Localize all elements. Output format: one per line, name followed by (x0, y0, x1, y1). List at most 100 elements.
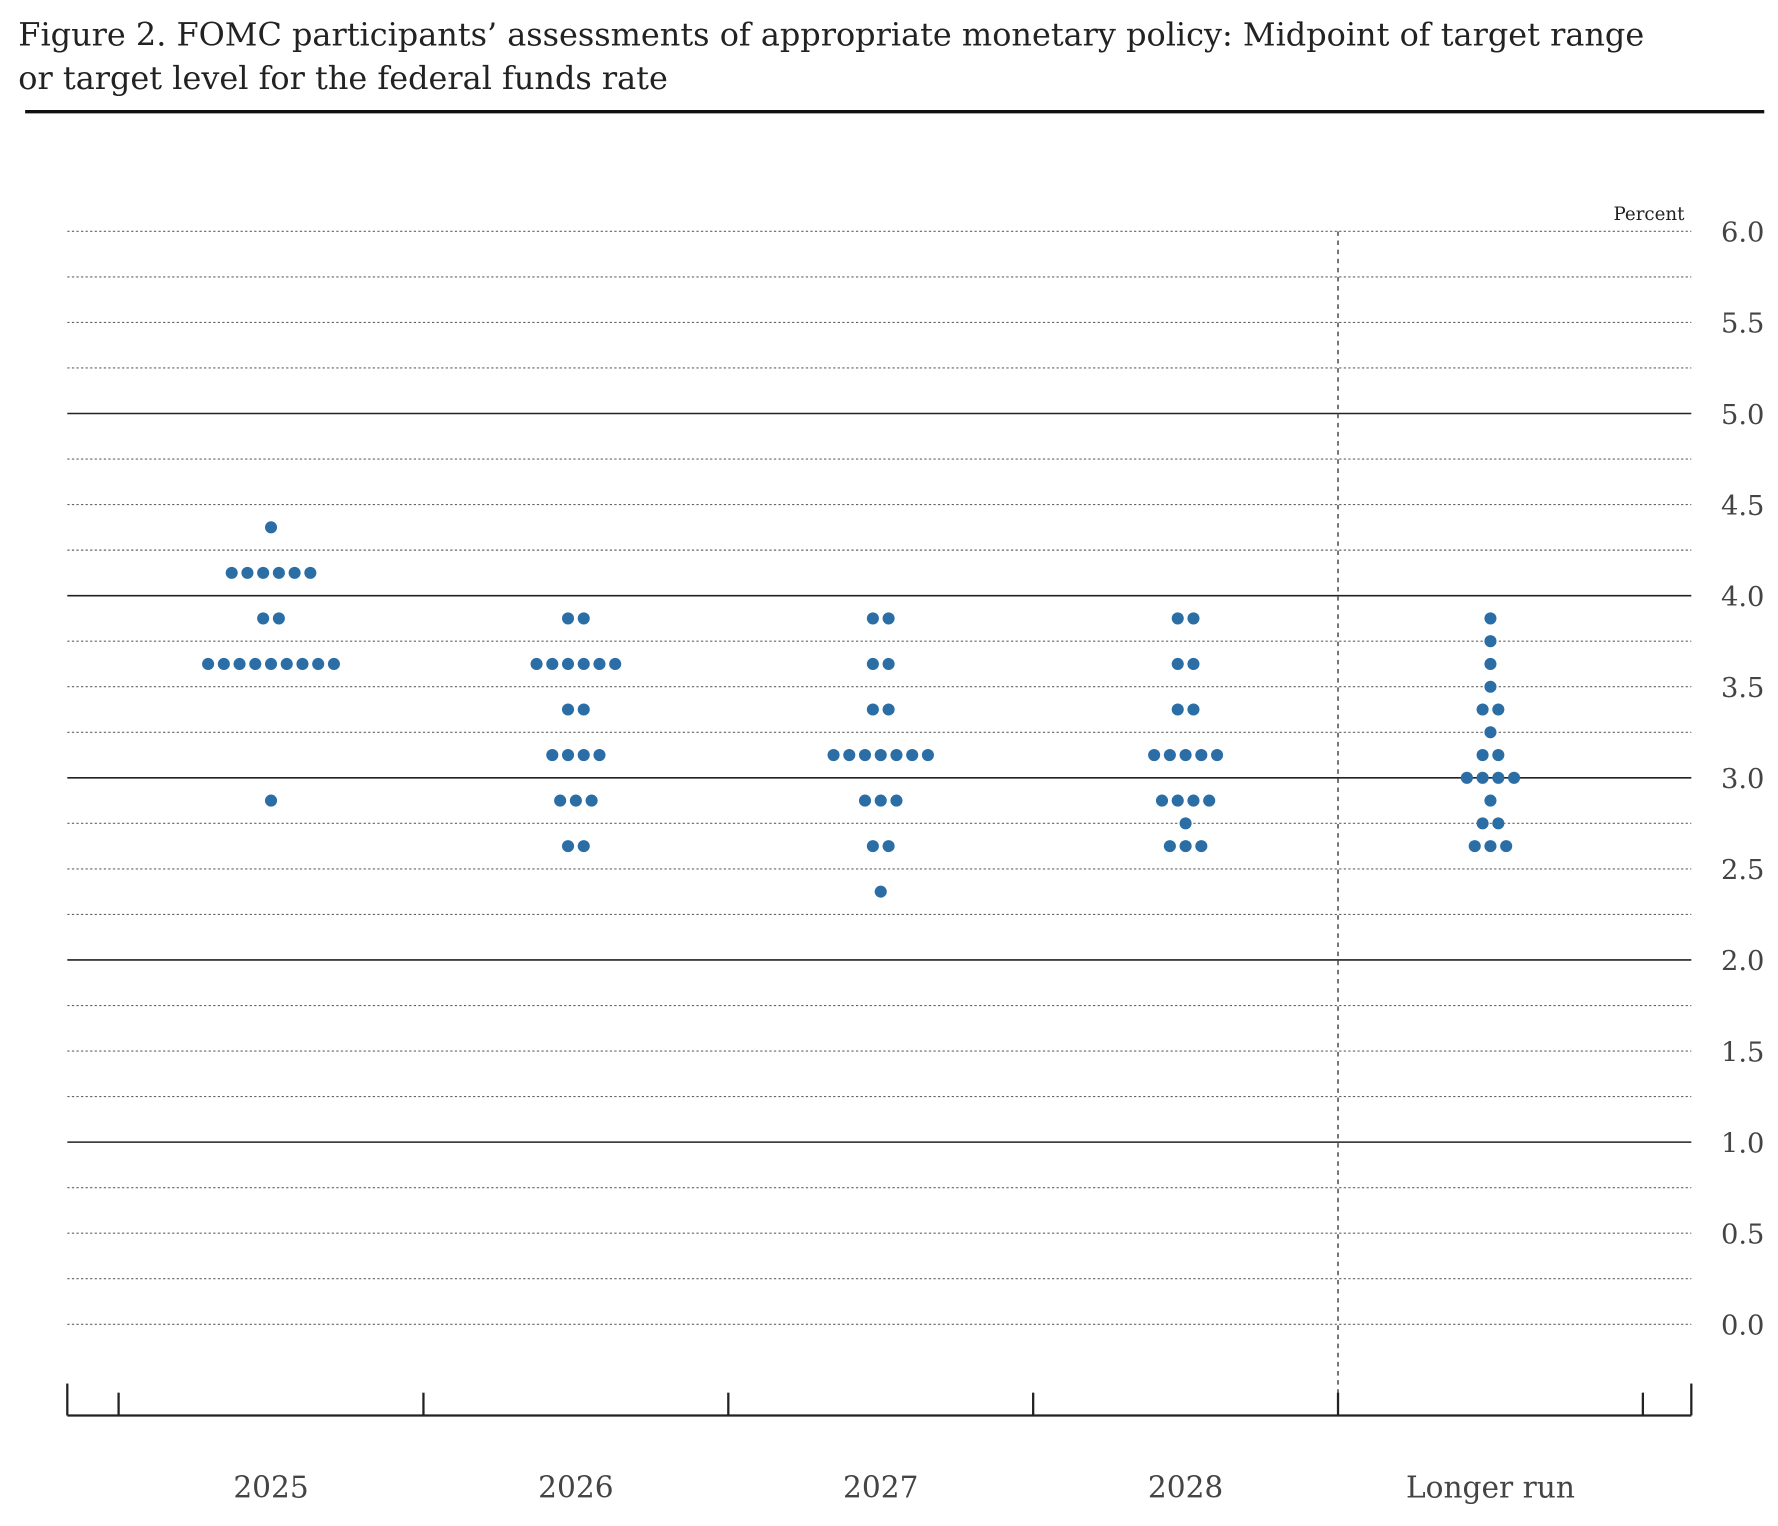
dot (858, 749, 872, 762)
dot (312, 657, 325, 671)
dot (1179, 817, 1192, 830)
dot (906, 749, 919, 762)
dot (866, 703, 879, 716)
dot (593, 657, 606, 671)
dot (233, 657, 246, 671)
dot (280, 657, 293, 671)
dot (1171, 794, 1184, 807)
dot (561, 703, 575, 716)
dot (264, 521, 278, 534)
dot (1484, 840, 1497, 853)
y-tick-label: 3.5 (1721, 673, 1765, 704)
dot (577, 840, 590, 853)
y-tick-label: 4.5 (1721, 491, 1765, 522)
dot (1484, 680, 1497, 693)
y-tick-label: 4.0 (1721, 582, 1765, 613)
dot (882, 657, 895, 671)
dot (1484, 657, 1497, 671)
dot (882, 612, 895, 625)
dot (1211, 749, 1224, 762)
dot (874, 794, 887, 807)
dot (288, 566, 301, 579)
dot (577, 657, 590, 671)
dot (569, 794, 582, 807)
dot (561, 657, 575, 671)
dot (866, 612, 879, 625)
dot (1484, 612, 1497, 625)
dot (530, 657, 543, 671)
y-tick-label: 2.0 (1721, 946, 1765, 977)
dot (1476, 771, 1489, 784)
dot (1187, 657, 1200, 671)
y-tick-label: 1.0 (1721, 1128, 1765, 1159)
dot (249, 657, 262, 671)
dot (866, 657, 879, 671)
dot (1476, 817, 1489, 830)
dot (858, 794, 872, 807)
y-tick-label: 6.0 (1721, 218, 1765, 249)
y-tick-label: 0.5 (1721, 1219, 1765, 1250)
dot (1492, 703, 1505, 716)
dot (577, 749, 590, 762)
dot (890, 794, 903, 807)
dot (257, 612, 270, 625)
dot (577, 703, 590, 716)
y-unit: Percent (1613, 204, 1685, 225)
dot (1171, 612, 1184, 625)
dot (1195, 840, 1208, 853)
dot (866, 840, 879, 853)
dot (1163, 840, 1176, 853)
dot (1171, 657, 1184, 671)
dot (1179, 749, 1192, 762)
y-tick-label: 3.0 (1721, 764, 1765, 795)
dot (561, 612, 575, 625)
y-tick-label: 5.5 (1721, 309, 1765, 340)
y-tick-label: 0.0 (1721, 1311, 1765, 1342)
dot (609, 657, 622, 671)
x-tick-label: 2027 (843, 1470, 918, 1505)
dot (561, 749, 575, 762)
dot (1171, 703, 1184, 716)
dot (921, 749, 934, 762)
dot (1508, 771, 1521, 784)
dot (264, 657, 278, 671)
dot (1500, 840, 1513, 853)
dot (257, 566, 270, 579)
dot (1155, 794, 1169, 807)
dot (1163, 749, 1176, 762)
dot (1476, 749, 1489, 762)
dot (1484, 794, 1497, 807)
dot (1484, 726, 1497, 739)
dot (827, 749, 840, 762)
dot (593, 749, 606, 762)
x-tick-label: Longer run (1406, 1470, 1575, 1505)
chart-title-line: or target level for the federal funds ra… (18, 59, 668, 97)
dot (1179, 840, 1192, 853)
dot (1195, 749, 1208, 762)
y-tick-label: 2.5 (1721, 855, 1765, 886)
x-tick-label: 2028 (1148, 1470, 1223, 1505)
dot (304, 566, 317, 579)
dot (1187, 612, 1200, 625)
y-tick-label: 1.5 (1721, 1037, 1765, 1068)
dot (272, 566, 285, 579)
dot (1484, 635, 1497, 648)
dot (1492, 817, 1505, 830)
dot (882, 703, 895, 716)
dot (546, 749, 559, 762)
dot (1460, 771, 1473, 784)
dot (546, 657, 559, 671)
dot (585, 794, 598, 807)
dot (202, 657, 215, 671)
dot (1492, 749, 1505, 762)
x-tick-label: 2025 (233, 1470, 308, 1505)
chart-title: Figure 2. FOMC participants’ assessments… (18, 16, 1644, 54)
dot (554, 794, 567, 807)
x-tick-label: 2026 (538, 1470, 613, 1505)
dot (561, 840, 575, 853)
dot (296, 657, 309, 671)
dot (874, 749, 887, 762)
dot (1187, 794, 1200, 807)
